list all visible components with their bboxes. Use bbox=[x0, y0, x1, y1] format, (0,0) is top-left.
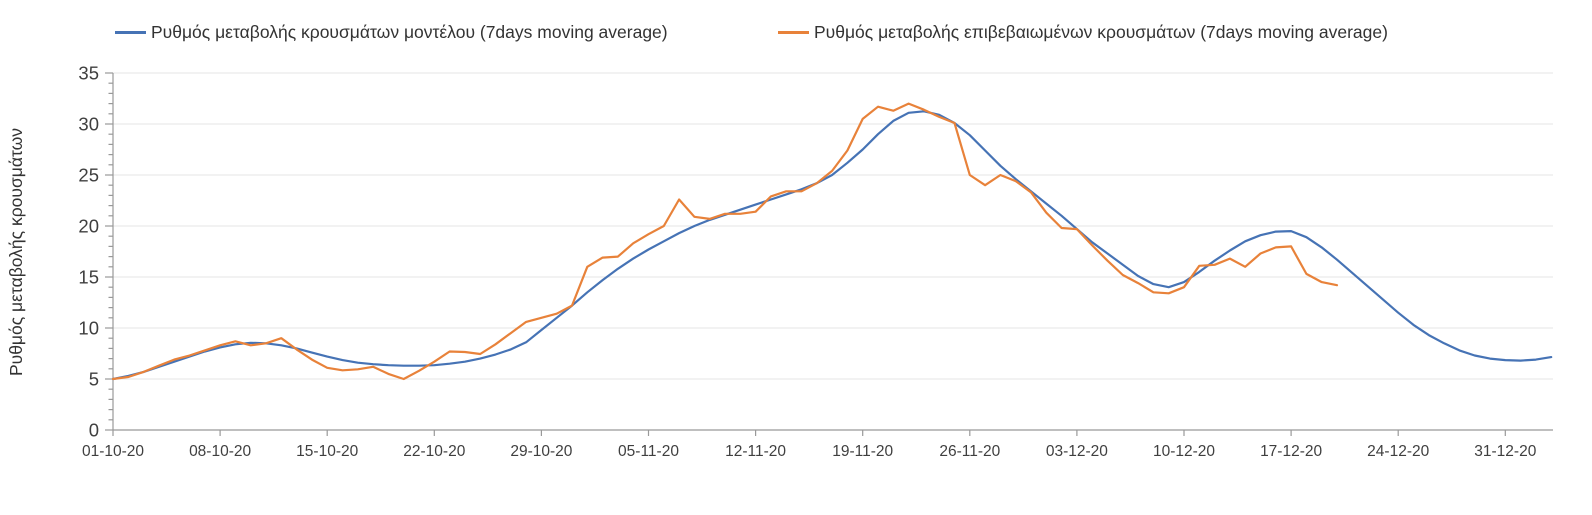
x-tick-label: 01-10-20 bbox=[82, 443, 144, 460]
x-tick-label: 12-11-20 bbox=[725, 443, 786, 460]
gridlines-group bbox=[113, 72, 1553, 380]
y-axis-title: Ρυθμός μεταβολής κρουσμάτων bbox=[6, 128, 26, 376]
x-tick-label: 03-12-20 bbox=[1046, 443, 1108, 460]
x-tick-label: 31-12-20 bbox=[1474, 443, 1536, 460]
legend-label-confirmed: Ρυθμός μεταβολής επιβεβαιωμένων κρουσμάτ… bbox=[814, 22, 1388, 42]
x-tick-label: 24-12-20 bbox=[1367, 443, 1429, 460]
model-series-dash-icon bbox=[115, 31, 146, 34]
confirmed-series-dash-icon bbox=[778, 31, 809, 34]
y-tick-label: 15 bbox=[78, 267, 99, 288]
y-tick-label: 20 bbox=[78, 216, 99, 237]
axes-group bbox=[112, 73, 1553, 431]
x-tick-label: 29-10-20 bbox=[510, 443, 572, 460]
model-series-line bbox=[111, 110, 1553, 381]
legend-label-model: Ρυθμός μεταβολής κρουσμάτων μοντέλου (7d… bbox=[151, 22, 668, 42]
y-tick-label: 10 bbox=[78, 318, 99, 339]
legend-item-confirmed[interactable]: Ρυθμός μεταβολής επιβεβαιωμένων κρουσμάτ… bbox=[778, 22, 1388, 43]
y-tick-label: 25 bbox=[78, 165, 99, 186]
confirmed-series-line bbox=[111, 102, 1339, 381]
ticks-group bbox=[105, 72, 1506, 436]
x-tick-label: 08-10-20 bbox=[189, 443, 251, 460]
y-tick-label: 30 bbox=[78, 114, 99, 135]
x-tick-label: 10-12-20 bbox=[1153, 443, 1215, 460]
y-tick-label: 35 bbox=[78, 63, 99, 84]
legend-item-model[interactable]: Ρυθμός μεταβολής κρουσμάτων μοντέλου (7d… bbox=[115, 22, 668, 43]
y-tick-label: 5 bbox=[89, 369, 99, 390]
x-tick-label: 17-12-20 bbox=[1260, 443, 1322, 460]
legend: Ρυθμός μεταβολής κρουσμάτων μοντέλου (7d… bbox=[0, 22, 1592, 48]
x-tick-label: 05-11-20 bbox=[618, 443, 679, 460]
series-group bbox=[111, 102, 1553, 381]
x-tick-label: 22-10-20 bbox=[403, 443, 465, 460]
y-tick-label: 0 bbox=[89, 420, 99, 441]
x-tick-label: 15-10-20 bbox=[296, 443, 358, 460]
x-tick-label: 19-11-20 bbox=[832, 443, 893, 460]
x-tick-label: 26-11-20 bbox=[939, 443, 1000, 460]
tick-labels-group: 0 5 10 15 20 25 30 35 01-10-20 08-10-20 15-10-20 22… bbox=[78, 63, 1536, 461]
